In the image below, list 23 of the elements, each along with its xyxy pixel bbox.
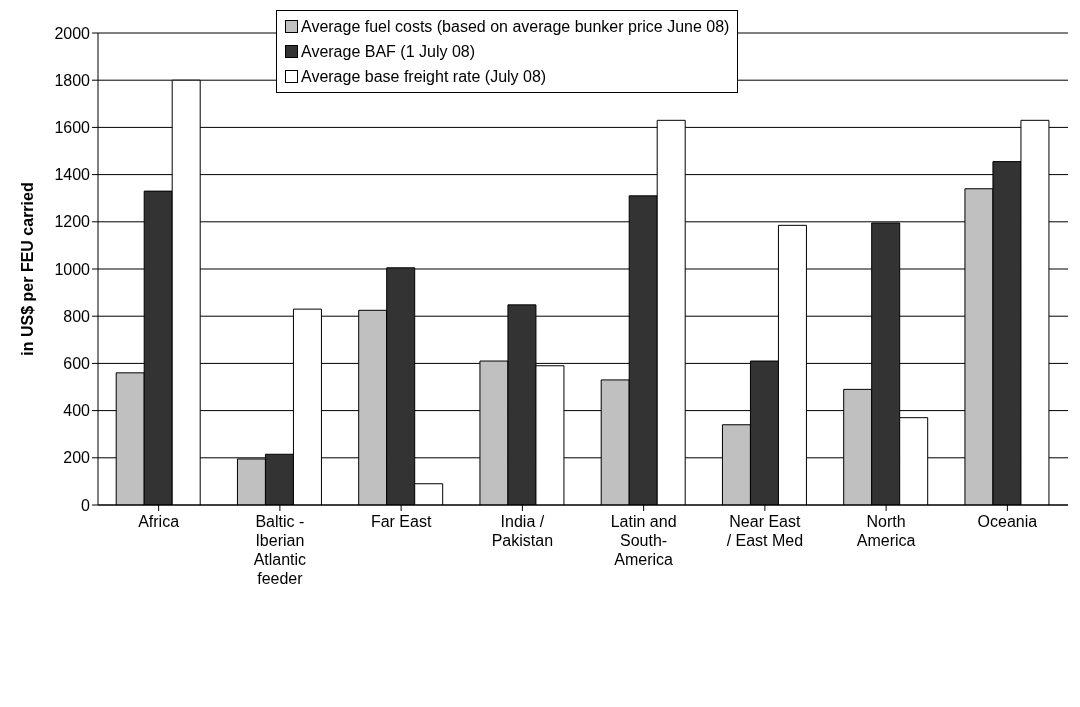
x-tick-label: Near East / East Med: [726, 513, 804, 549]
y-tick-label: 800: [63, 307, 91, 325]
x-tick-label: India / Pakistan: [491, 513, 554, 549]
y-tick-label: 1800: [54, 71, 91, 89]
y-tick-label: 1000: [54, 260, 91, 278]
y-tick-label: 1600: [54, 119, 91, 137]
y-axis-title: in US$ per FEU carried: [18, 182, 36, 356]
y-tick-label: 400: [63, 402, 91, 420]
legend-label: Average base freight rate (July 08): [301, 67, 547, 86]
y-tick-label: 0: [81, 496, 91, 514]
x-tick-label: Latin and South-America: [610, 513, 677, 568]
x-tick-label: Far East: [370, 513, 432, 530]
x-tick-label: North America: [856, 513, 916, 549]
x-tick-label: Baltic - Iberian Atlantic feeder: [253, 513, 307, 587]
legend-label: Average BAF (1 July 08): [301, 42, 476, 61]
y-tick-label: 200: [63, 449, 91, 467]
x-tick-label: Oceania: [977, 513, 1038, 530]
x-tick-label: Africa: [138, 513, 180, 530]
y-tick-label: 2000: [54, 24, 91, 42]
y-tick-label: 1200: [54, 213, 91, 231]
legend-label: Average fuel costs (based on average bunker price June 08): [301, 17, 730, 36]
y-tick-label: 1400: [54, 166, 91, 184]
y-tick-label: 600: [63, 355, 91, 373]
